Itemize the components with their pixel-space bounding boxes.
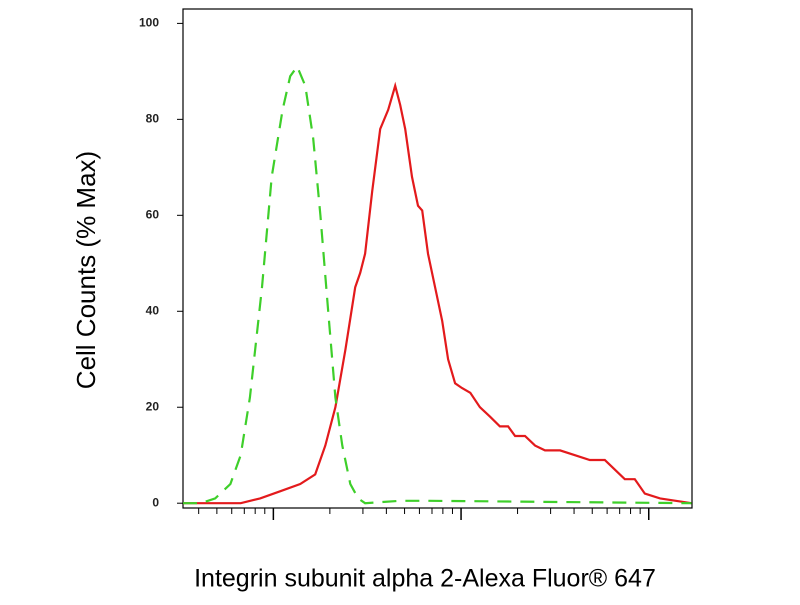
plot-frame: [182, 8, 693, 509]
y-tick-label: 0: [152, 495, 159, 509]
y-tick-label: 40: [146, 303, 160, 317]
y-tick-label: 60: [146, 207, 160, 221]
series-line: [183, 64, 692, 505]
y-tick-label: 100: [139, 16, 159, 30]
series-line: [183, 81, 692, 505]
y-tick-label: 80: [146, 112, 160, 126]
x-axis-label: Integrin subunit alpha 2-Alexa Fluor® 64…: [194, 565, 656, 593]
y-axis-label: Cell Counts (% Max): [71, 151, 101, 389]
y-tick-label: 20: [146, 399, 160, 413]
